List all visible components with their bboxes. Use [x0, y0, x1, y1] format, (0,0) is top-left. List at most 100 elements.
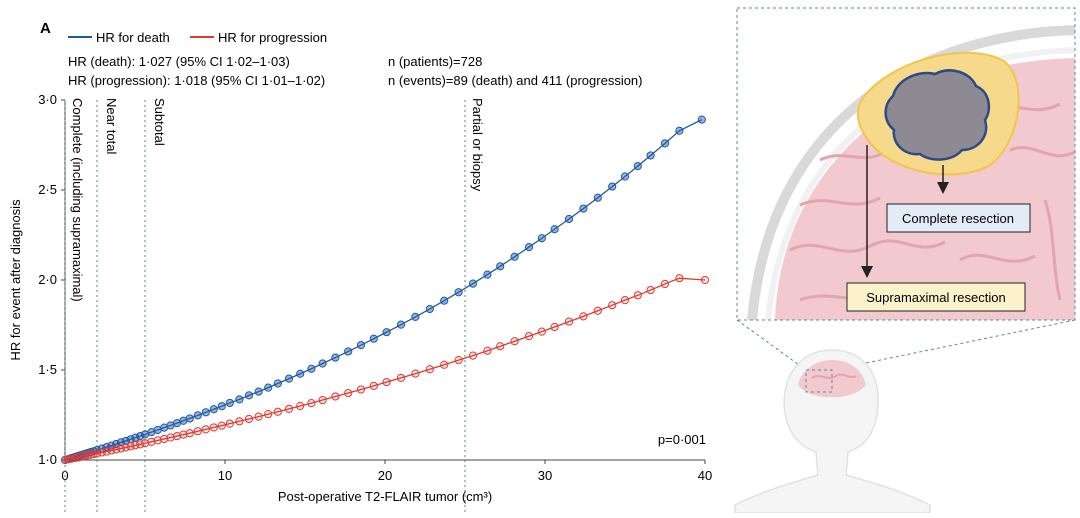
- data-point: [396, 373, 406, 383]
- data-point: [217, 402, 226, 411]
- data-point: [633, 161, 642, 171]
- data-point: [483, 346, 492, 355]
- x-tick-label: 20: [378, 468, 392, 483]
- data-point: [121, 443, 130, 452]
- data-point: [468, 279, 478, 288]
- supramaximal-resection-box: [846, 282, 1026, 312]
- data-point: [273, 407, 282, 416]
- data-point: [209, 423, 218, 432]
- y-tick-label: 2·0: [38, 272, 57, 287]
- threshold-label-subtotal: Subtotal: [152, 98, 167, 146]
- data-point: [318, 359, 327, 368]
- legend-progression-label: HR for progression: [218, 30, 327, 45]
- data-point: [166, 433, 175, 442]
- data-point: [273, 379, 282, 388]
- head-illustration: [734, 349, 931, 514]
- data-point: [116, 438, 126, 447]
- data-point: [235, 417, 244, 426]
- data-point: [633, 291, 642, 300]
- data-point: [147, 437, 156, 446]
- data-point: [425, 365, 434, 374]
- data-point: [185, 414, 194, 423]
- data-point: [593, 193, 602, 202]
- data-point: [284, 374, 294, 383]
- data-point: [116, 444, 126, 453]
- complete-resection-box: [886, 203, 1031, 233]
- data-point: [344, 388, 353, 398]
- zoom-line-right: [831, 319, 1076, 371]
- data-point: [356, 385, 366, 394]
- data-point: [369, 334, 378, 343]
- data-point: [307, 399, 316, 408]
- supramaximal-resection-label: Supramaximal resection: [866, 290, 1005, 305]
- data-point: [620, 296, 630, 305]
- data-point: [225, 398, 234, 408]
- data-point: [440, 360, 449, 369]
- complete-resection-label: Complete resection: [902, 211, 1014, 226]
- threshold-label-partial: Partial or biopsy: [470, 98, 485, 192]
- y-tick-label: 1·0: [38, 452, 57, 467]
- data-point: [284, 404, 294, 413]
- threshold-label-near-total: Near total: [104, 98, 119, 154]
- data-point: [620, 172, 630, 181]
- data-point: [411, 312, 420, 321]
- threshold-label-complete: Complete (including supramaximal): [70, 98, 85, 302]
- series-line: [64, 119, 703, 461]
- data-point: [140, 439, 150, 448]
- x-tick-label: 10: [218, 468, 232, 483]
- data-point: [411, 369, 420, 378]
- data-point: [193, 411, 202, 420]
- data-point: [201, 425, 210, 434]
- data-point: [608, 182, 617, 191]
- data-point: [468, 351, 478, 360]
- data-point: [675, 274, 684, 283]
- y-axis-title: HR for event after diagnosis: [8, 199, 23, 361]
- data-series: [60, 115, 710, 465]
- data-point: [160, 434, 169, 444]
- data-point: [296, 401, 305, 411]
- data-point: [201, 408, 210, 417]
- data-point: [331, 392, 340, 401]
- data-point: [700, 275, 710, 285]
- data-point: [483, 270, 492, 279]
- data-point: [454, 288, 463, 297]
- data-point: [524, 332, 534, 341]
- data-point: [264, 383, 273, 392]
- data-point: [235, 395, 244, 404]
- data-point: [537, 327, 546, 336]
- data-point: [564, 214, 574, 224]
- data-point: [172, 431, 182, 441]
- data-point: [550, 322, 559, 332]
- data-point: [136, 431, 145, 441]
- data-point: [524, 242, 534, 252]
- zoom-frame: [736, 7, 1076, 321]
- data-point: [209, 405, 218, 414]
- data-point: [331, 353, 340, 362]
- data-point: [356, 341, 366, 350]
- data-point: [136, 440, 145, 449]
- data-point: [675, 126, 684, 135]
- data-point: [225, 419, 234, 428]
- n-events-stat: n (events)=89 (death) and 411 (progressi…: [388, 73, 643, 88]
- data-point: [510, 252, 519, 261]
- data-point: [107, 446, 116, 455]
- x-axis-title: Post-operative T2-FLAIR tumor (cm³): [278, 489, 492, 504]
- hr-death-stat: HR (death): 1·027 (95% CI 1·02–1·03): [68, 54, 290, 69]
- zoom-line-left: [736, 319, 807, 371]
- data-point: [296, 369, 305, 378]
- data-point: [254, 412, 263, 421]
- data-point: [307, 364, 316, 373]
- data-point: [193, 427, 202, 436]
- data-point: [550, 225, 559, 234]
- x-tick-label: 30: [538, 468, 552, 483]
- data-point: [254, 387, 263, 396]
- data-point: [92, 449, 102, 458]
- data-point: [440, 296, 449, 305]
- p-value: p=0·001: [658, 432, 706, 447]
- data-point: [369, 381, 378, 390]
- legend-death-label: HR for death: [96, 30, 170, 45]
- data-point: [537, 234, 546, 243]
- data-point: [382, 377, 391, 387]
